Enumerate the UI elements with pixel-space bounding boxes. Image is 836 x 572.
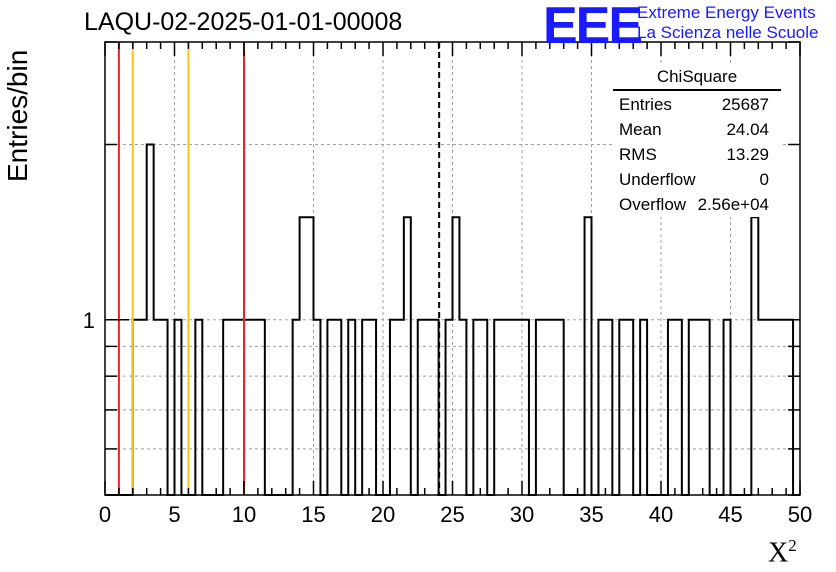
chart-title: LAQU-02-2025-01-01-00008 [84, 8, 403, 36]
x-tick-label: 25 [440, 502, 464, 527]
stats-value: 13.29 [726, 145, 769, 164]
stats-label: Entries [619, 95, 672, 114]
stats-label: RMS [619, 145, 657, 164]
x-tick-label: 40 [649, 502, 673, 527]
x-tick-label: 30 [510, 502, 534, 527]
stats-row-mean: Mean 24.04 [613, 117, 781, 142]
histogram-outline [105, 143, 800, 496]
x-tick-label: 50 [788, 502, 812, 527]
stats-label: Mean [619, 120, 662, 139]
stats-row-entries: Entries 25687 [613, 92, 781, 117]
x-tick-label: 0 [99, 502, 111, 527]
stats-title: ChiSquare [613, 66, 781, 91]
stats-label: Underflow [619, 170, 696, 189]
y-axis-label: Entries/bin [2, 49, 33, 182]
stats-row-rms: RMS 13.29 [613, 142, 781, 167]
x-axis-label-exponent: 2 [788, 536, 797, 555]
x-tick-label: 20 [371, 502, 395, 527]
x-axis-label: X2 [768, 536, 797, 569]
stats-value: 0 [759, 170, 769, 189]
stats-row-overflow: Overflow 2.56e+04 [613, 192, 781, 217]
stats-value: 25687 [721, 95, 769, 114]
x-axis-label-base: X [768, 537, 789, 569]
x-tick-label: 5 [168, 502, 180, 527]
x-tick-label: 45 [718, 502, 742, 527]
stats-row-underflow: Underflow 0 [613, 167, 781, 192]
eee-logo: EEE [543, 0, 643, 55]
x-tick-label: 10 [232, 502, 256, 527]
stats-value: 2.56e+04 [697, 195, 769, 214]
y-tick-label: 1 [83, 308, 95, 333]
x-tick-label: 15 [301, 502, 325, 527]
logo-line-1: Extreme Energy Events [637, 3, 816, 22]
stats-box: ChiSquare Entries 25687 Mean 24.04 RMS 13.2… [613, 66, 781, 217]
logo-line-2: La Scienza nelle Scuole [637, 23, 819, 42]
x-tick-label: 35 [579, 502, 603, 527]
stats-label: Overflow [619, 195, 687, 214]
stats-value: 24.04 [726, 120, 769, 139]
